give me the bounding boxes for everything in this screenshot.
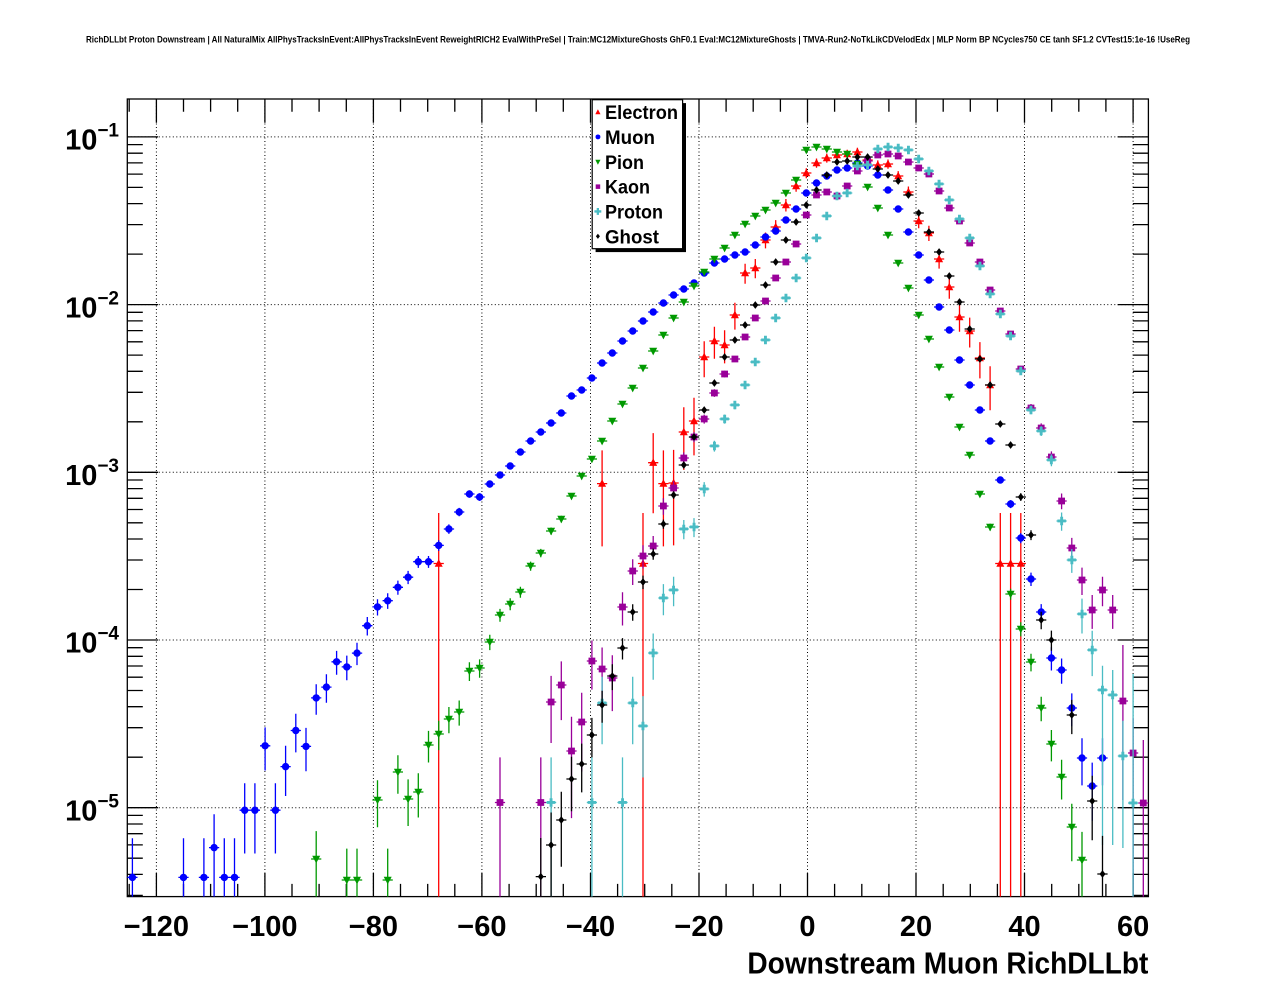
svg-text:0: 0 xyxy=(799,911,815,943)
svg-text:Kaon: Kaon xyxy=(605,178,650,199)
svg-text:−40: −40 xyxy=(566,911,615,943)
svg-text:−100: −100 xyxy=(232,911,297,943)
svg-text:Muon: Muon xyxy=(605,128,655,149)
svg-text:Ghost: Ghost xyxy=(605,227,660,248)
svg-text:10−5: 10−5 xyxy=(65,791,119,827)
svg-text:Downstream Muon RichDLLbt: Downstream Muon RichDLLbt xyxy=(747,945,1148,980)
svg-text:Electron: Electron xyxy=(605,103,678,124)
svg-text:Pion: Pion xyxy=(605,153,644,174)
svg-text:20: 20 xyxy=(900,911,932,943)
svg-text:40: 40 xyxy=(1008,911,1040,943)
svg-text:RichDLLbt Proton Downstream |: RichDLLbt Proton Downstream | All Natura… xyxy=(86,35,1190,46)
svg-text:−80: −80 xyxy=(349,911,398,943)
svg-text:10−1: 10−1 xyxy=(65,121,119,157)
svg-text:−20: −20 xyxy=(674,911,723,943)
svg-text:−120: −120 xyxy=(124,911,189,943)
svg-text:Proton: Proton xyxy=(605,202,663,223)
svg-text:60: 60 xyxy=(1117,911,1149,943)
svg-text:−60: −60 xyxy=(457,911,506,943)
